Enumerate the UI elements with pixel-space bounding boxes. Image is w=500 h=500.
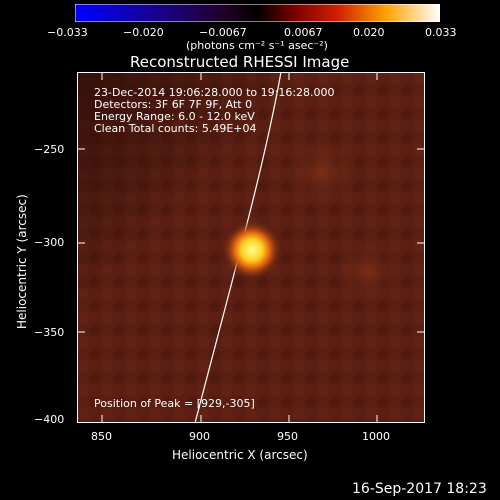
footer-date: 16-Sep-2017 18:23 xyxy=(352,481,487,497)
y-tick-350: −350 xyxy=(34,326,65,339)
info-energy-range: Energy Range: 6.0 - 12.0 keV xyxy=(94,110,255,123)
y-tick-300: −300 xyxy=(34,236,65,249)
info-detectors: Detectors: 3F 6F 7F 9F, Att 0 xyxy=(94,98,253,111)
colorbar-tick-3: −0.0067 xyxy=(199,26,247,39)
colorbar-tick-6: 0.033 xyxy=(425,26,457,39)
colorbar-tick-2: −0.020 xyxy=(123,26,164,39)
x-tick-850: 850 xyxy=(91,430,112,443)
peak-position-label: Position of Peak = [929,-305] xyxy=(94,397,255,410)
colorbar-tick-5: 0.020 xyxy=(353,26,385,39)
colorbar-tick-4: 0.0067 xyxy=(284,26,323,39)
y-axis-label: Heliocentric Y (arcsec) xyxy=(15,194,29,329)
colorbar xyxy=(75,4,440,22)
x-tick-950: 950 xyxy=(277,430,298,443)
x-tick-900: 900 xyxy=(189,430,210,443)
colorbar-tick-1: −0.033 xyxy=(47,26,88,39)
y-tick-250: −250 xyxy=(34,143,65,156)
info-time-range: 23-Dec-2014 19:06:28.000 to 19:16:28.000 xyxy=(94,86,335,99)
x-axis-label: Heliocentric X (arcsec) xyxy=(172,448,308,462)
x-tick-1000: 1000 xyxy=(362,430,390,443)
info-total-counts: Clean Total counts: 5.49E+04 xyxy=(94,122,257,135)
colorbar-unit-label: (photons cm⁻² s⁻¹ asec⁻²) xyxy=(186,39,328,52)
plot-title: Reconstructed RHESSI Image xyxy=(130,53,350,71)
rhessi-image xyxy=(77,72,425,423)
y-tick-400: −400 xyxy=(34,413,65,426)
